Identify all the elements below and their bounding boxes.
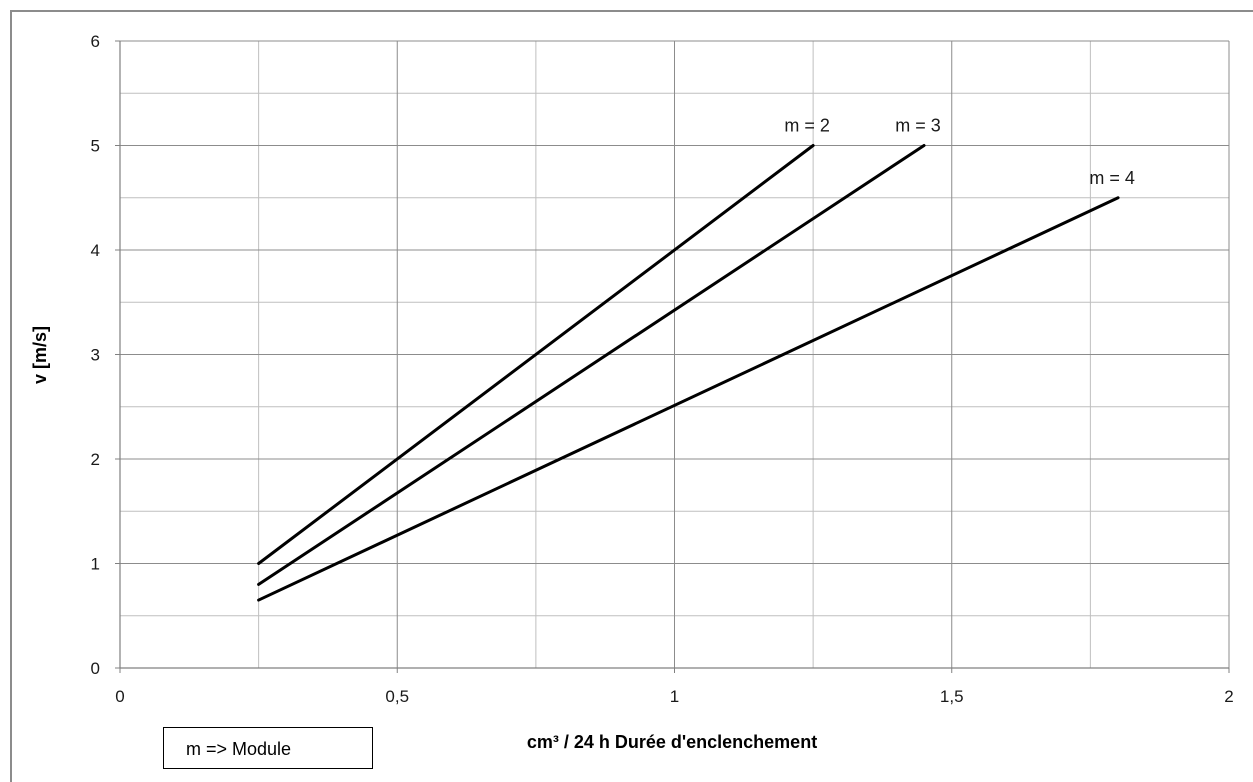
series-lines	[257, 144, 1120, 602]
y-tick-label: 2	[91, 450, 100, 469]
series-label: m = 2	[784, 116, 830, 136]
legend-note-text: m => Module	[186, 739, 292, 759]
y-tick-labels: 0 1 2 3 4 5 6	[91, 32, 100, 678]
x-tick-label: 1	[670, 687, 679, 706]
x-tick-label: 0,5	[385, 687, 409, 706]
x-axis-title: cm³ / 24 h Durée d'enclenchement	[527, 732, 817, 752]
chart-frame	[10, 10, 1253, 782]
x-tick-labels: 0 0,5 1 1,5 2	[115, 687, 1233, 706]
axes	[115, 40, 1230, 673]
x-tick-label: 1,5	[940, 687, 964, 706]
y-tick-label: 5	[91, 137, 100, 156]
series-line	[257, 196, 1120, 602]
y-tick-label: 4	[91, 241, 100, 260]
series-label: m = 3	[895, 116, 941, 136]
y-axis-title: v [m/s]	[30, 326, 50, 384]
series-line	[257, 144, 926, 586]
legend-note: m => Module	[163, 727, 373, 769]
y-tick-label: 3	[91, 346, 100, 365]
y-tick-label: 1	[91, 555, 100, 574]
x-tick-label: 0	[115, 687, 124, 706]
series-label: m = 4	[1089, 168, 1135, 188]
x-tick-label: 2	[1224, 687, 1233, 706]
series-line	[257, 144, 815, 565]
y-tick-label: 6	[91, 32, 100, 51]
major-gridlines	[119, 40, 1230, 669]
series-labels: m = 2 m = 3 m = 4	[784, 116, 1135, 188]
y-tick-label: 0	[91, 659, 100, 678]
